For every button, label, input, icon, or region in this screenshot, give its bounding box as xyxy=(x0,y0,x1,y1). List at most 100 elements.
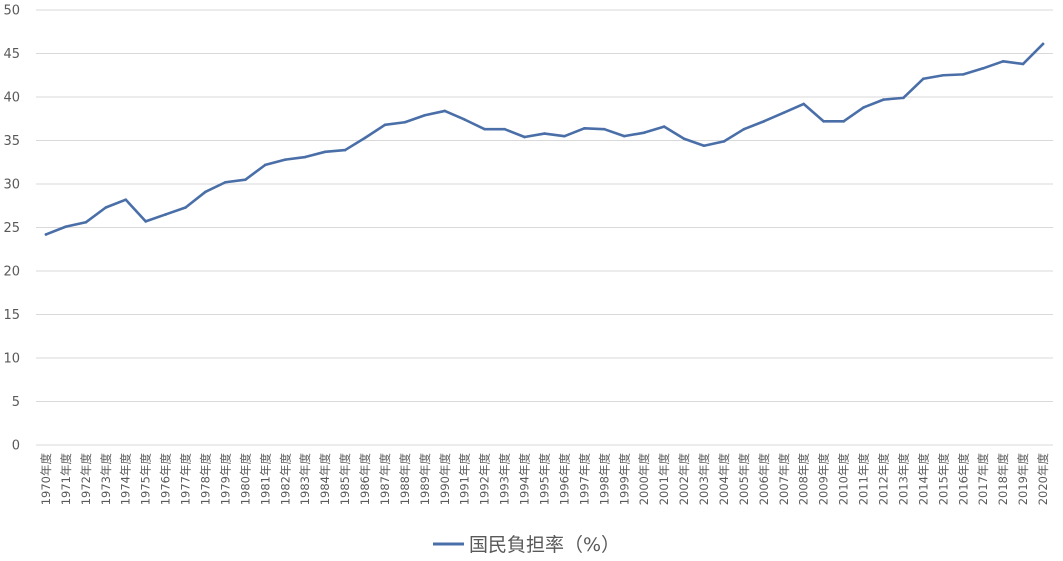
x-tick-label: 1990年度 xyxy=(438,453,452,506)
y-axis-tick-labels: 0 5 10 15 20 25 30 35 40 45 50 xyxy=(3,4,20,454)
data-point xyxy=(543,132,546,135)
y-tick-label: 15 xyxy=(3,308,20,323)
x-tick-label: 1975年度 xyxy=(139,453,153,506)
x-tick-label: 2019年度 xyxy=(1016,453,1030,506)
data-point xyxy=(622,134,626,138)
y-tick-label: 10 xyxy=(3,352,20,367)
data-point xyxy=(922,77,925,81)
x-tick-label: 1998年度 xyxy=(597,453,611,506)
data-point xyxy=(84,220,88,224)
x-tick-label: 2016年度 xyxy=(956,453,970,506)
x-tick-label: 1972年度 xyxy=(79,453,93,506)
legend: 国民負担率（%） xyxy=(433,534,620,556)
data-point xyxy=(383,123,387,127)
x-tick-label: 1979年度 xyxy=(218,453,232,506)
data-point xyxy=(1041,42,1045,46)
y-tick-label: 0 xyxy=(12,439,20,454)
data-point xyxy=(323,150,327,154)
x-tick-label: 1999年度 xyxy=(617,453,631,506)
data-point xyxy=(443,109,447,113)
data-point xyxy=(603,127,606,131)
y-tick-label: 35 xyxy=(3,134,20,149)
y-tick-label: 20 xyxy=(3,265,20,280)
x-tick-label: 2012年度 xyxy=(877,453,891,506)
data-point xyxy=(762,120,766,123)
data-point xyxy=(583,127,586,130)
x-tick-label: 2014年度 xyxy=(916,453,930,506)
data-point xyxy=(862,106,865,109)
data-point xyxy=(423,113,427,117)
data-point xyxy=(682,137,686,141)
x-tick-label: 1977年度 xyxy=(179,453,193,506)
x-tick-label: 1989年度 xyxy=(418,453,432,506)
y-tick-label: 25 xyxy=(3,221,20,236)
data-point xyxy=(124,198,128,201)
x-tick-label: 1981年度 xyxy=(258,453,272,506)
x-tick-label: 2006年度 xyxy=(757,453,771,506)
y-tick-label: 40 xyxy=(3,91,20,106)
x-axis-tick-labels: 1970年度 1971年度 1972年度 1973年度 1974年度 1975年度 1976… xyxy=(39,453,1050,506)
x-tick-label: 1982年度 xyxy=(278,453,292,506)
x-tick-label: 1991年度 xyxy=(458,453,472,506)
x-tick-label: 2013年度 xyxy=(896,453,910,506)
x-tick-label: 2003年度 xyxy=(697,453,711,506)
x-tick-label: 1992年度 xyxy=(478,453,492,506)
x-tick-label: 1984年度 xyxy=(318,453,332,506)
x-tick-label: 1988年度 xyxy=(398,453,412,506)
x-tick-label: 2007年度 xyxy=(777,453,791,506)
data-point xyxy=(662,125,666,128)
data-point xyxy=(144,220,147,223)
data-point xyxy=(722,140,726,143)
legend-label: 国民負担率（%） xyxy=(469,534,620,556)
data-point xyxy=(981,66,985,70)
x-tick-label: 1985年度 xyxy=(338,453,352,506)
x-tick-label: 2011年度 xyxy=(857,453,871,506)
x-tick-label: 2008年度 xyxy=(797,453,811,506)
data-point xyxy=(942,73,945,77)
x-tick-label: 2009年度 xyxy=(817,453,831,506)
data-point xyxy=(642,131,646,134)
y-tick-label: 30 xyxy=(3,178,20,193)
y-tick-label: 50 xyxy=(3,4,20,19)
data-point xyxy=(184,206,187,209)
x-tick-label: 1973年度 xyxy=(99,453,113,506)
y-tick-label: 5 xyxy=(12,395,20,410)
data-point xyxy=(363,136,367,140)
y-tick-label: 45 xyxy=(3,47,20,62)
series-layer xyxy=(44,42,1045,236)
data-point xyxy=(782,111,786,114)
x-tick-label: 1997年度 xyxy=(577,453,591,506)
data-point xyxy=(1021,62,1025,66)
x-tick-label: 2017年度 xyxy=(976,453,990,506)
data-point xyxy=(264,163,267,167)
x-tick-label: 1986年度 xyxy=(358,453,372,506)
data-point xyxy=(822,120,825,123)
data-point xyxy=(104,206,108,209)
data-point xyxy=(64,225,68,228)
data-point xyxy=(961,73,965,76)
data-point xyxy=(563,134,566,138)
data-point xyxy=(244,178,247,181)
data-point xyxy=(303,155,307,159)
x-tick-label: 1996年度 xyxy=(557,453,571,506)
x-tick-label: 1971年度 xyxy=(59,453,73,506)
data-point xyxy=(802,102,806,106)
x-tick-label: 2010年度 xyxy=(837,453,851,506)
data-point xyxy=(842,120,845,123)
data-point xyxy=(164,213,167,216)
data-point xyxy=(283,158,287,161)
x-tick-label: 1993年度 xyxy=(498,453,512,506)
x-tick-label: 1995年度 xyxy=(538,453,552,506)
data-point xyxy=(702,144,706,148)
data-point xyxy=(403,120,407,124)
x-tick-label: 2004年度 xyxy=(717,453,731,506)
data-point xyxy=(204,190,207,194)
x-tick-label: 1970年度 xyxy=(39,453,53,506)
data-point xyxy=(343,148,347,152)
x-tick-label: 1980年度 xyxy=(238,453,252,506)
x-tick-label: 2005年度 xyxy=(737,453,751,506)
x-tick-label: 1987年度 xyxy=(378,453,392,506)
data-point xyxy=(902,96,905,100)
data-point xyxy=(742,127,746,131)
x-tick-label: 2001年度 xyxy=(657,453,671,506)
